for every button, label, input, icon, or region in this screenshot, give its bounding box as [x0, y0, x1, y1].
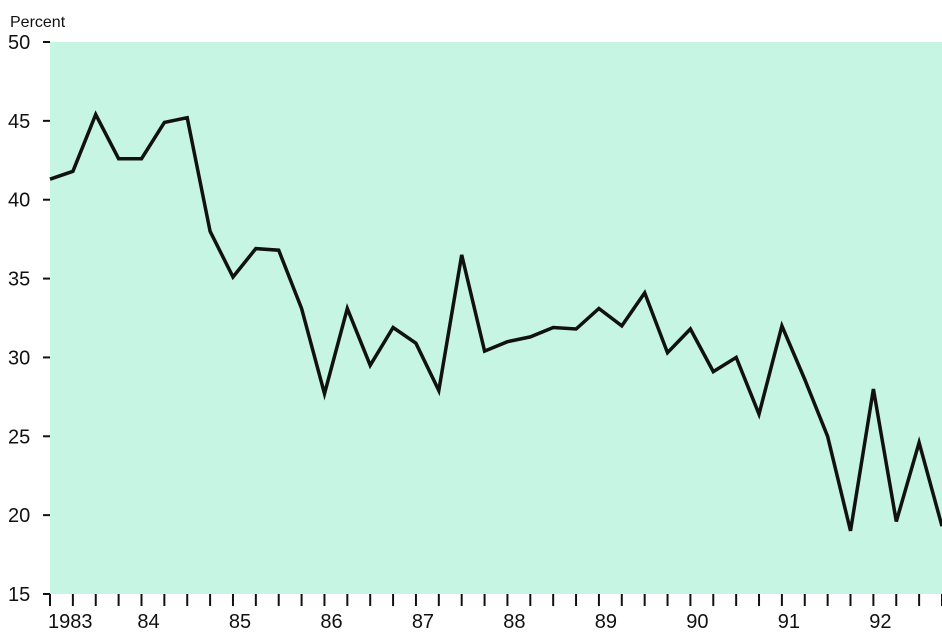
x-tick-label: 1983 [48, 611, 93, 633]
data-point [506, 340, 509, 343]
data-point [369, 364, 372, 367]
x-tick-label: 87 [412, 611, 434, 633]
data-point [277, 249, 280, 252]
data-point [117, 157, 120, 160]
x-tick-label: 84 [137, 611, 159, 633]
y-tick-label: 20 [8, 505, 30, 527]
data-point [437, 389, 440, 392]
data-point [872, 387, 875, 390]
data-point [620, 324, 623, 327]
y-tick-label: 50 [8, 32, 30, 54]
data-point [483, 350, 486, 353]
data-point [575, 328, 578, 331]
x-tick-label: 88 [503, 611, 525, 633]
data-point [254, 247, 257, 250]
data-point [758, 413, 761, 416]
data-point [300, 307, 303, 310]
axis-ticks [43, 41, 942, 606]
plot-area [50, 42, 942, 594]
data-point [231, 275, 234, 278]
x-tick-label: 91 [778, 611, 800, 633]
x-tick-label: 89 [595, 611, 617, 633]
data-point [94, 113, 97, 116]
data-point [323, 392, 326, 395]
y-tick-label: 30 [8, 347, 30, 369]
data-point [689, 328, 692, 331]
y-tick-label: 40 [8, 190, 30, 212]
data-point [163, 121, 166, 124]
data-point [849, 529, 852, 532]
data-point [803, 378, 806, 381]
x-tick-label: 90 [686, 611, 708, 633]
y-tick-label: 35 [8, 269, 30, 291]
data-point [552, 326, 555, 329]
data-point [826, 435, 829, 438]
data-point [666, 351, 669, 354]
data-point [712, 370, 715, 373]
x-tick-labels: 1983 84 85 86 87 88 89 90 91 92 [48, 611, 892, 633]
x-tick-label: 85 [229, 611, 251, 633]
data-point [895, 520, 898, 523]
data-point [209, 230, 212, 233]
y-tick-label: 45 [8, 111, 30, 133]
data-point [460, 253, 463, 256]
data-point [780, 324, 783, 327]
y-tick-labels: 15 20 25 30 35 40 45 50 [8, 32, 30, 606]
y-tick-label: 25 [8, 426, 30, 448]
data-point [414, 342, 417, 345]
data-point [346, 307, 349, 310]
data-point [71, 170, 74, 173]
y-axis-unit-label: Percent [10, 14, 66, 31]
data-point [643, 291, 646, 294]
series-line [49, 110, 942, 532]
data-point [392, 326, 395, 329]
data-point [529, 335, 532, 338]
y-tick-label: 15 [8, 584, 30, 606]
data-point [186, 116, 189, 119]
data-point [735, 356, 738, 359]
x-tick-label: 92 [869, 611, 891, 633]
data-point [49, 178, 52, 181]
data-point [597, 307, 600, 310]
data-point [918, 441, 921, 444]
x-tick-label: 86 [320, 611, 342, 633]
data-point [140, 157, 143, 160]
